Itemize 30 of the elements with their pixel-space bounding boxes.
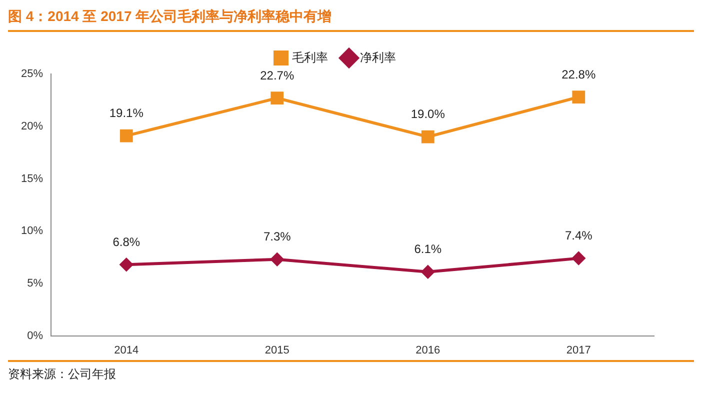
point — [120, 129, 133, 142]
point — [270, 252, 284, 266]
y-tick-label: 5% — [27, 277, 44, 290]
data-label: 7.4% — [564, 228, 593, 243]
data-label: 6.1% — [414, 242, 442, 256]
data-label: 7.3% — [263, 230, 292, 244]
data-label: 22.7% — [260, 68, 294, 82]
chart-title: 图 4：2014 至 2017 年公司毛利率与净利率稳中有增 — [8, 8, 694, 32]
point — [120, 258, 133, 272]
data-label: 19.0% — [410, 107, 446, 122]
point — [572, 90, 586, 104]
data-label: 19.1% — [109, 106, 144, 120]
x-tick-label: 2014 — [114, 344, 139, 356]
point — [421, 130, 434, 144]
y-tick-label: 25% — [20, 68, 44, 80]
x-tick-label: 2017 — [566, 344, 591, 356]
y-tick-label: 10% — [20, 225, 44, 238]
data-label: 22.8% — [562, 67, 596, 82]
point — [421, 265, 434, 278]
x-tick-label: 2016 — [416, 344, 440, 356]
legend-label: 净利率 — [360, 50, 396, 64]
y-tick-label: 20% — [20, 120, 44, 132]
y-tick-label: 0% — [27, 330, 44, 342]
point — [270, 92, 284, 105]
y-tick-label: 15% — [20, 172, 44, 185]
legend-label: 毛利率 — [292, 50, 328, 64]
text: 资料来源：公司年报 — [8, 366, 117, 383]
point — [572, 252, 586, 265]
x-tick-label: 2015 — [264, 344, 290, 356]
data-label: 6.8% — [112, 234, 140, 249]
